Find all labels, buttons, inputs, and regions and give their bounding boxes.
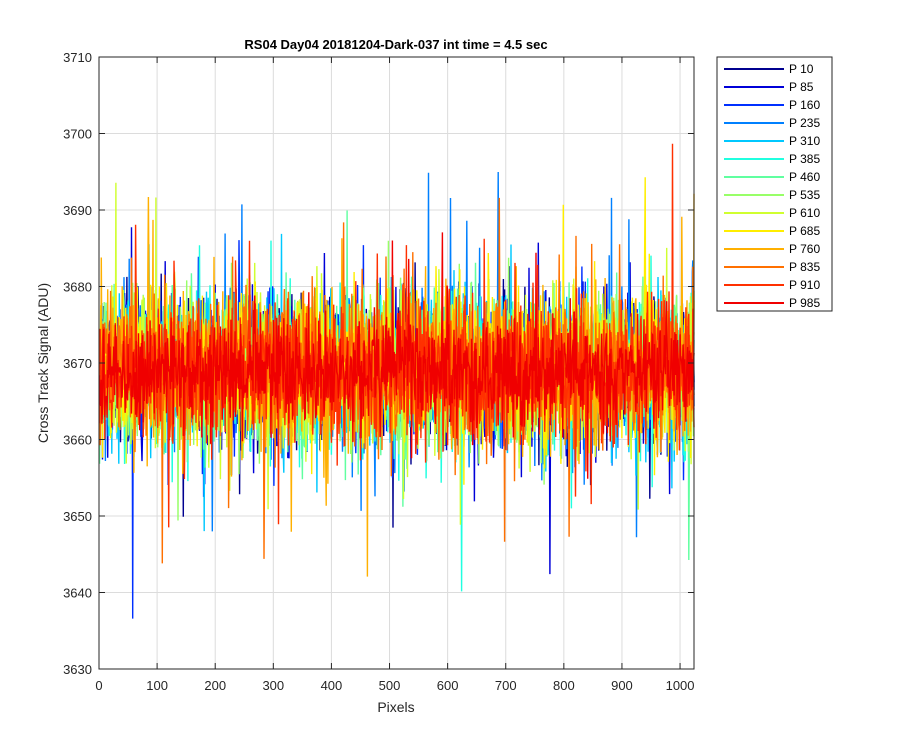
y-tick-label: 3640 xyxy=(63,586,92,601)
y-tick-label: 3660 xyxy=(63,433,92,448)
legend-label: P 610 xyxy=(789,206,820,220)
legend-box xyxy=(716,56,833,312)
y-tick-label: 3630 xyxy=(63,662,92,677)
x-tick-label: 1000 xyxy=(666,678,695,693)
x-tick-label: 700 xyxy=(495,678,517,693)
series-group xyxy=(98,143,695,619)
legend-label: P 835 xyxy=(789,260,820,274)
x-tick-label: 100 xyxy=(146,678,168,693)
x-tick-label: 600 xyxy=(437,678,459,693)
x-tick-label: 500 xyxy=(379,678,401,693)
x-tick-label: 900 xyxy=(611,678,633,693)
legend-label: P 460 xyxy=(789,170,820,184)
y-tick-label: 3650 xyxy=(63,509,92,524)
legend-label: P 310 xyxy=(789,134,820,148)
y-tick-label: 3710 xyxy=(63,50,92,65)
legend-label: P 235 xyxy=(789,116,820,130)
legend-label: P 535 xyxy=(789,188,820,202)
x-axis-label: Pixels xyxy=(377,699,414,715)
legend-label: P 985 xyxy=(789,296,820,310)
legend-label: P 385 xyxy=(789,152,820,166)
legend-label: P 160 xyxy=(789,98,820,112)
y-axis-label: Cross Track Signal (ADU) xyxy=(35,283,51,443)
y-tick-label: 3690 xyxy=(63,203,92,218)
series-line-p985 xyxy=(98,232,695,479)
x-tick-label: 300 xyxy=(262,678,284,693)
y-tick-label: 3700 xyxy=(63,127,92,142)
y-tick-label: 3680 xyxy=(63,280,92,295)
legend-label: P 685 xyxy=(789,224,820,238)
x-tick-label: 400 xyxy=(321,678,343,693)
legend: P 10 P 85 P 160 P 235 P 310 P 385 P 460 P 535 P … xyxy=(716,56,833,312)
x-axis: 0 100 200 300 400 500 600 700 800 900 1000 xyxy=(95,57,695,693)
legend-label: P 910 xyxy=(789,278,820,292)
y-axis: 3630 3640 3650 3660 3670 3680 3690 3700 3710 xyxy=(63,50,694,677)
legend-label: P 85 xyxy=(789,80,814,94)
legend-label: P 10 xyxy=(789,62,814,76)
x-tick-label: 800 xyxy=(553,678,575,693)
y-tick-label: 3670 xyxy=(63,356,92,371)
chart-title: RS04 Day04 20181204-Dark-037 int time = … xyxy=(244,37,547,52)
x-tick-label: 200 xyxy=(204,678,226,693)
legend-label: P 760 xyxy=(789,242,820,256)
x-tick-label: 0 xyxy=(95,678,102,693)
